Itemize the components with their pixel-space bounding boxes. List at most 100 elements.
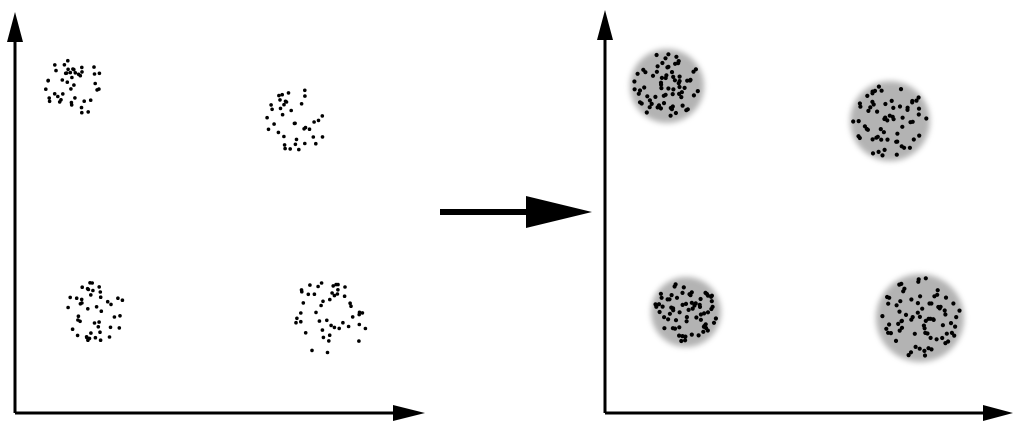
data-point xyxy=(97,285,101,289)
data-point xyxy=(649,101,654,106)
data-point xyxy=(676,61,681,66)
right-cluster-top-left xyxy=(630,49,704,123)
data-point xyxy=(692,303,697,308)
data-point xyxy=(905,105,910,110)
data-point xyxy=(87,336,92,341)
data-point xyxy=(672,78,678,83)
data-point xyxy=(709,294,714,299)
data-point xyxy=(280,92,285,97)
data-point xyxy=(97,87,101,91)
data-point xyxy=(54,68,58,73)
data-point xyxy=(107,335,112,339)
data-point xyxy=(876,84,882,89)
data-point xyxy=(870,137,875,142)
data-point xyxy=(701,329,706,334)
data-point xyxy=(335,292,340,296)
data-point xyxy=(284,100,289,104)
data-point xyxy=(935,288,940,293)
data-point xyxy=(655,64,660,69)
data-point xyxy=(851,119,856,124)
data-point xyxy=(924,116,929,121)
data-point xyxy=(90,281,94,285)
data-point xyxy=(118,314,122,318)
data-point xyxy=(69,100,74,105)
data-point xyxy=(944,331,949,336)
data-point xyxy=(677,325,682,330)
data-point xyxy=(98,338,103,343)
data-point xyxy=(677,333,682,338)
data-point xyxy=(301,301,306,305)
data-point xyxy=(896,321,901,326)
data-point xyxy=(957,308,962,313)
data-point xyxy=(922,353,928,358)
data-point xyxy=(915,310,920,315)
data-point xyxy=(334,282,338,287)
data-point xyxy=(666,52,671,57)
data-point xyxy=(78,319,82,324)
left-cluster-top-left xyxy=(44,58,102,115)
data-point xyxy=(312,120,316,124)
data-point xyxy=(683,334,688,339)
data-point xyxy=(925,331,930,336)
data-point xyxy=(293,142,298,147)
data-point xyxy=(53,63,57,67)
data-point xyxy=(669,70,675,75)
data-point xyxy=(885,137,890,142)
data-point xyxy=(899,325,905,330)
data-point xyxy=(105,299,110,304)
data-point xyxy=(99,309,104,314)
data-point xyxy=(684,108,689,113)
data-point xyxy=(878,127,883,132)
data-point xyxy=(928,335,933,340)
data-point xyxy=(684,319,689,324)
data-point xyxy=(86,307,90,311)
data-point xyxy=(269,103,273,107)
data-point xyxy=(689,300,694,305)
data-point xyxy=(292,121,297,126)
data-point xyxy=(684,315,690,320)
data-point xyxy=(900,115,905,120)
data-point xyxy=(910,98,915,104)
transform-arrow xyxy=(440,196,592,228)
data-point xyxy=(909,317,914,322)
data-point xyxy=(898,299,903,304)
data-point xyxy=(912,331,917,336)
data-point xyxy=(694,315,699,320)
cluster-halo xyxy=(630,49,704,123)
data-point xyxy=(320,114,325,118)
data-point xyxy=(857,101,863,106)
data-point xyxy=(875,134,880,139)
data-point xyxy=(884,326,889,331)
data-point xyxy=(929,301,934,306)
data-point xyxy=(86,110,90,114)
data-point xyxy=(357,322,362,327)
data-point xyxy=(289,108,294,113)
data-point xyxy=(357,312,362,317)
data-point xyxy=(671,74,676,79)
data-point xyxy=(711,320,717,325)
data-point xyxy=(686,307,691,312)
left-x-axis-arrowhead xyxy=(393,405,425,421)
data-point xyxy=(677,84,682,90)
data-point xyxy=(654,304,659,309)
data-point xyxy=(325,318,329,323)
data-point xyxy=(658,106,664,111)
data-point xyxy=(78,73,83,78)
data-point xyxy=(92,321,97,325)
data-point xyxy=(265,115,269,120)
right-x-axis-arrowhead xyxy=(983,405,1013,421)
data-point xyxy=(880,153,885,158)
data-point xyxy=(683,301,689,306)
data-point xyxy=(690,306,695,311)
data-point xyxy=(908,120,913,125)
data-point xyxy=(702,311,707,316)
data-point xyxy=(637,88,643,93)
data-point xyxy=(663,56,668,61)
right-cluster-bottom-right xyxy=(876,274,964,362)
data-point xyxy=(325,350,330,355)
data-point xyxy=(934,337,939,342)
data-point xyxy=(954,315,959,320)
data-point xyxy=(923,276,928,281)
